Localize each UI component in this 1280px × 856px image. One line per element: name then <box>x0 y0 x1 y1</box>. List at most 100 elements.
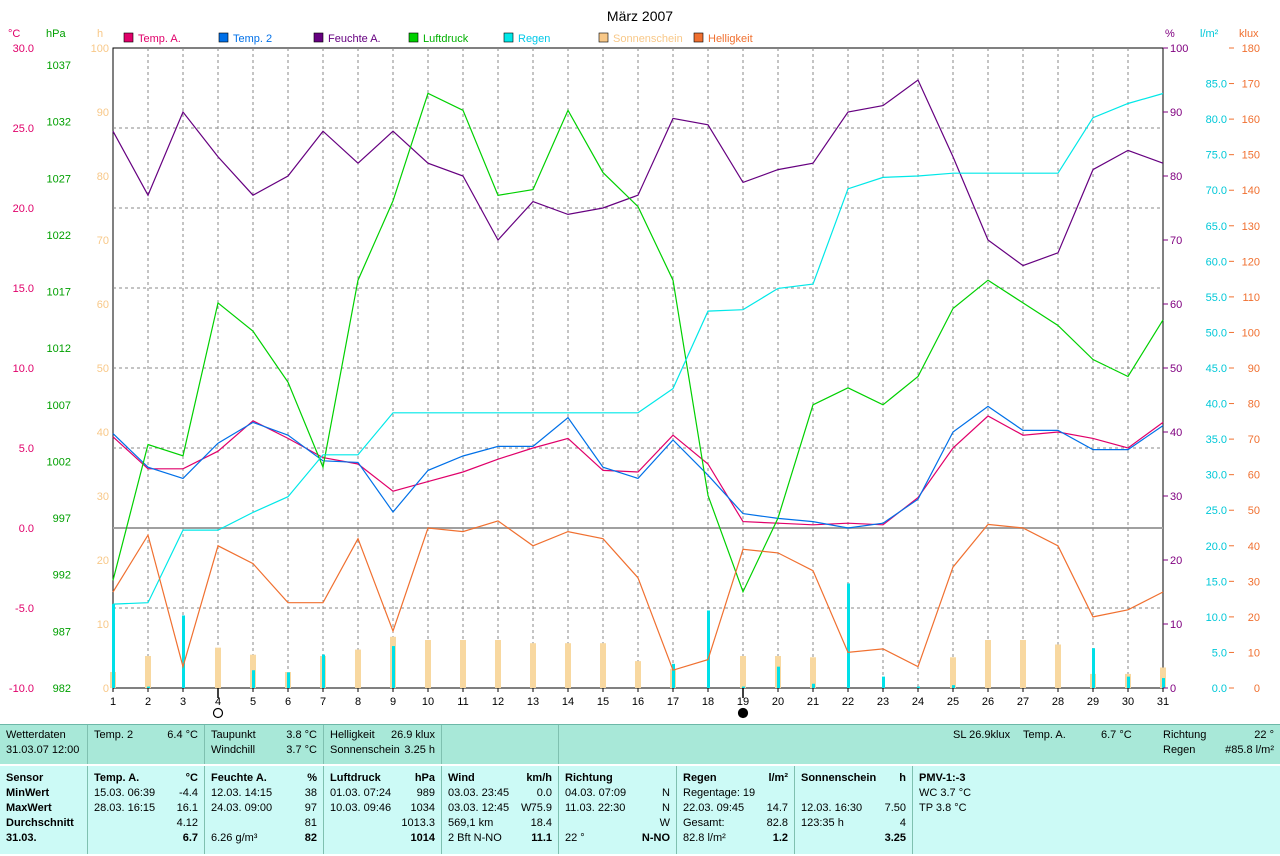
axis-unit-pressure: hPa <box>46 28 66 40</box>
axis-unit-lux: klux <box>1239 28 1259 40</box>
chart-title: März 2007 <box>607 8 673 24</box>
tick-pressure: 1032 <box>47 117 71 129</box>
tick-rain: 65.0 <box>1206 221 1227 233</box>
tick-x: 8 <box>355 696 361 708</box>
tick-sun: 60 <box>97 299 109 311</box>
rain-day-bar <box>392 646 395 688</box>
series-line-regen <box>112 92 1164 605</box>
info-brightness: Helligkeit 26.9 klux Sonnenschein 3.25 h <box>324 725 442 764</box>
tick-x: 16 <box>632 696 644 708</box>
sunshine-bar <box>985 640 991 688</box>
tick-lux: 70 <box>1248 434 1260 446</box>
tick-x: 29 <box>1087 696 1099 708</box>
tick-x: 30 <box>1122 696 1134 708</box>
axis-unit-rain: l/m² <box>1200 28 1219 40</box>
sunshine-bar <box>215 647 221 688</box>
tick-sun: 0 <box>103 683 109 695</box>
tick-x: 15 <box>597 696 609 708</box>
tick-lux: 50 <box>1248 505 1260 517</box>
tick-rain: 60.0 <box>1206 256 1227 268</box>
tick-x: 1 <box>110 696 116 708</box>
sunshine-bar <box>530 643 536 688</box>
tick-humidity: 100 <box>1170 43 1188 55</box>
stats-rain: Regen l/m² Regentage: 19 22.03. 09:45 14.7… <box>677 766 795 854</box>
tick-humidity: 90 <box>1170 107 1182 119</box>
tick-x: 19 <box>737 696 749 708</box>
legend-swatch <box>218 32 229 43</box>
tick-lux: 140 <box>1242 185 1260 197</box>
legend-label: Regen <box>518 33 550 45</box>
tick-rain: 5.0 <box>1212 647 1227 659</box>
legend-label: Sonnenschein <box>613 33 683 45</box>
tick-rain: 30.0 <box>1206 470 1227 482</box>
tick-lux: 40 <box>1248 541 1260 553</box>
tick-pressure: 1027 <box>47 173 71 185</box>
tick-temp: 0.0 <box>19 523 34 535</box>
tick-x: 28 <box>1052 696 1064 708</box>
tick-lux: 80 <box>1248 399 1260 411</box>
tick-lux: 180 <box>1242 43 1260 55</box>
tick-x: 5 <box>250 696 256 708</box>
tick-sun: 80 <box>97 171 109 183</box>
tick-x: 21 <box>807 696 819 708</box>
tick-sun: 70 <box>97 235 109 247</box>
tick-lux: 0 <box>1254 683 1260 695</box>
rain-day-bar <box>1162 678 1165 688</box>
stats-table: Sensor MinWert MaxWert Durchschnitt 31.0… <box>0 766 1280 854</box>
tick-pressure: 992 <box>53 570 71 582</box>
tick-rain: 15.0 <box>1206 576 1227 588</box>
sunshine-bar <box>145 656 151 688</box>
legend-label: Luftdruck <box>423 33 469 45</box>
tick-x: 18 <box>702 696 714 708</box>
tick-rain: 80.0 <box>1206 114 1227 126</box>
legend-label: Temp. A. <box>138 33 181 45</box>
tick-temp: 25.0 <box>13 123 34 135</box>
stats-temp: Temp. A. °C 15.03. 06:39 -4.4 28.03. 16:15… <box>88 766 205 854</box>
tick-x: 25 <box>947 696 959 708</box>
sunshine-bar <box>1055 644 1061 688</box>
stats-wind: Wind km/h 03.03. 23:45 0.0 03.03. 12:45 W 75… <box>442 766 559 854</box>
rain-day-bar <box>252 670 255 688</box>
tick-pressure: 1002 <box>47 456 71 468</box>
rain-day-bar <box>672 663 675 688</box>
tick-rain: 10.0 <box>1206 612 1227 624</box>
tick-x: 31 <box>1157 696 1169 708</box>
tick-lux: 60 <box>1248 470 1260 482</box>
rain-day-bar <box>287 672 290 688</box>
tick-sun: 100 <box>91 43 109 55</box>
legend-swatch <box>123 32 134 43</box>
sunshine-bar <box>600 643 606 688</box>
tick-lux: 150 <box>1242 150 1260 162</box>
tick-rain: 40.0 <box>1206 399 1227 411</box>
tick-x: 9 <box>390 696 396 708</box>
series-line-helligkeit <box>112 520 1164 671</box>
tick-x: 11 <box>457 696 468 708</box>
series-line-feuchte-a- <box>112 79 1164 267</box>
sunshine-bar <box>1020 640 1026 688</box>
tick-x: 14 <box>562 696 574 708</box>
info-blank <box>442 725 559 764</box>
sunshine-bar <box>635 661 641 688</box>
rain-day-bar <box>147 686 150 688</box>
legend-label: Feuchte A. <box>328 33 381 45</box>
rain-day-bar <box>812 683 815 688</box>
tick-x: 24 <box>912 696 924 708</box>
tick-temp: -5.0 <box>15 603 34 615</box>
axis-unit-humidity: % <box>1165 28 1175 40</box>
tick-x: 27 <box>1017 696 1029 708</box>
tick-x: 7 <box>320 696 326 708</box>
full-moon-icon <box>212 707 224 719</box>
tick-x: 6 <box>285 696 291 708</box>
sunshine-bar <box>1160 667 1166 688</box>
legend-swatch <box>313 32 324 43</box>
tick-humidity: 10 <box>1170 619 1182 631</box>
sunshine-bar <box>460 640 466 688</box>
rain-day-bar <box>1127 676 1130 688</box>
tick-lux: 100 <box>1242 327 1260 339</box>
legend-swatch <box>598 32 609 43</box>
rain-day-bar <box>847 583 850 688</box>
tick-rain: 50.0 <box>1206 327 1227 339</box>
tick-pressure: 1012 <box>47 343 71 355</box>
tick-x: 26 <box>982 696 994 708</box>
rain-day-bar <box>707 610 710 688</box>
